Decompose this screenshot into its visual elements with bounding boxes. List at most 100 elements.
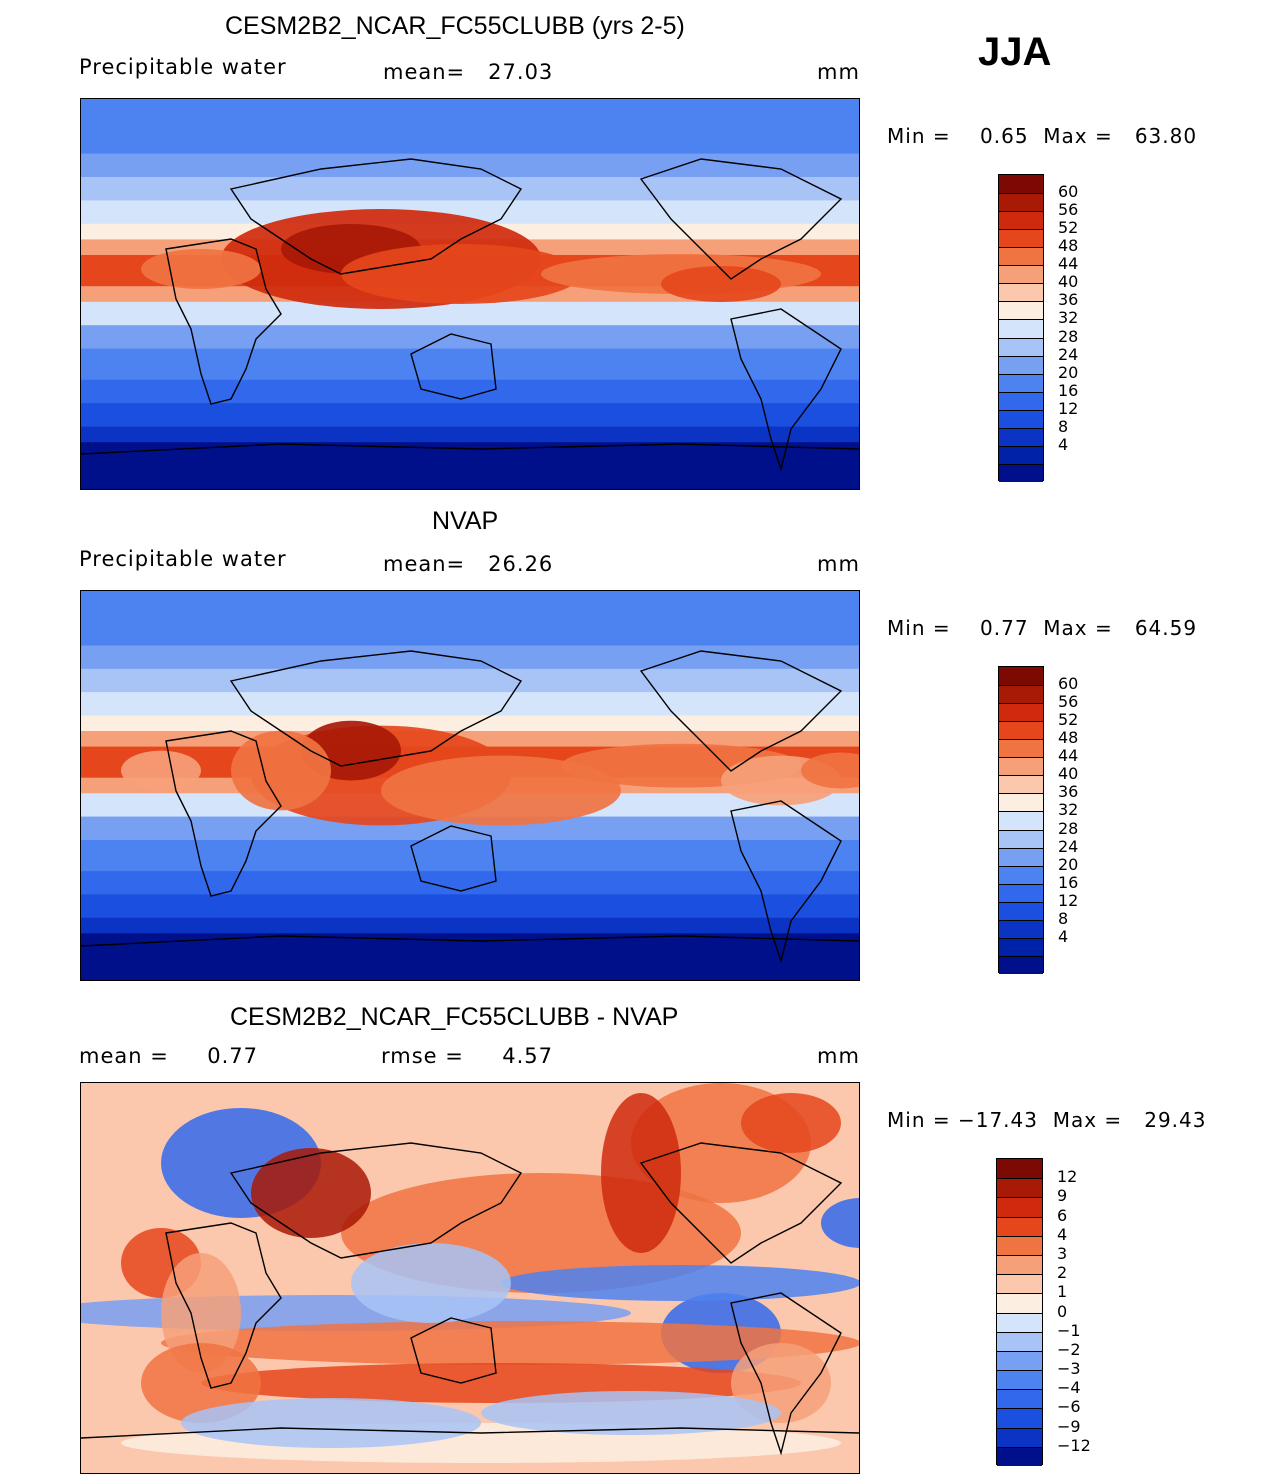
colorbar-swatch xyxy=(999,775,1043,794)
colorbar-tick-label: −3 xyxy=(1057,1359,1081,1379)
colorbar-tick-label: 56 xyxy=(1058,692,1079,712)
colorbar-swatch xyxy=(999,247,1043,266)
colorbar-swatch xyxy=(999,355,1043,374)
field-band xyxy=(81,715,859,733)
minmax-label: Min = 0.65 Max = 63.80 xyxy=(887,124,1198,148)
mean-label: mean= 26.26 xyxy=(383,552,554,576)
field-blob xyxy=(381,755,621,826)
contour-field xyxy=(81,99,859,489)
colorbar-tick-label: 4 xyxy=(1058,434,1069,454)
field-band xyxy=(81,668,859,694)
colorbar-swatch xyxy=(999,703,1043,722)
colorbar-tick-label: 48 xyxy=(1058,728,1079,748)
colorbar-swatch xyxy=(997,1274,1042,1294)
colorbar-tick-label: 16 xyxy=(1058,872,1079,892)
colorbar-swatch xyxy=(997,1178,1042,1198)
colorbar-tick-label: −2 xyxy=(1057,1339,1081,1359)
colorbar-swatch xyxy=(999,667,1043,686)
colorbar-tick-label: 4 xyxy=(1057,1224,1068,1244)
colorbar-swatch xyxy=(999,445,1043,464)
field-blob xyxy=(251,1148,371,1238)
field-band xyxy=(81,325,859,350)
coastlines xyxy=(81,1142,859,1456)
field-blob xyxy=(601,1093,681,1253)
colorbar-tick-label: −1 xyxy=(1057,1320,1081,1340)
field-band xyxy=(81,871,859,896)
colorbar-tick-label: 28 xyxy=(1058,818,1079,838)
colorbar-swatch xyxy=(999,955,1043,974)
colorbar-tick-label: 12 xyxy=(1058,890,1079,910)
colorbar-swatch xyxy=(997,1254,1042,1275)
colorbar-swatch xyxy=(999,193,1043,212)
units-label: mm xyxy=(817,60,860,84)
colorbar-tick-label: 24 xyxy=(1058,836,1079,856)
field-blob xyxy=(141,1343,261,1423)
colorbar-tick-label: 12 xyxy=(1058,398,1079,418)
coastlines xyxy=(81,158,859,472)
map-plot xyxy=(80,590,860,981)
colorbar-swatch xyxy=(999,211,1043,230)
colorbar-swatch xyxy=(999,391,1043,410)
colorbar-tick-label: 32 xyxy=(1058,800,1079,820)
colorbar-swatch xyxy=(997,1235,1042,1255)
mean-label: mean= 27.03 xyxy=(383,60,554,84)
colorbar-tick-label: 44 xyxy=(1058,746,1079,766)
colorbar-swatch xyxy=(997,1312,1042,1332)
colorbar-swatch xyxy=(999,229,1043,248)
minmax-label: Min = 0.77 Max = 64.59 xyxy=(887,616,1198,640)
colorbar-swatch xyxy=(999,301,1043,320)
field-band xyxy=(81,442,859,489)
field-band xyxy=(81,379,859,405)
colorbar-swatch xyxy=(999,427,1043,446)
colorbar-swatch xyxy=(999,409,1043,428)
colorbar-tick-label: 28 xyxy=(1058,326,1079,346)
contour-field xyxy=(81,591,859,980)
field-band xyxy=(81,692,859,717)
field-band xyxy=(81,591,859,647)
colorbar-swatch xyxy=(999,883,1043,902)
colorbar-swatch xyxy=(997,1331,1042,1351)
field-band xyxy=(81,426,859,444)
field-band xyxy=(81,153,859,178)
field-blob xyxy=(661,266,781,302)
colorbar-swatch xyxy=(999,373,1043,392)
colorbar-tick-label: −6 xyxy=(1057,1397,1081,1417)
colorbar xyxy=(998,174,1044,482)
units-label: mm xyxy=(817,552,860,576)
colorbar-tick-label: 52 xyxy=(1058,710,1079,730)
coastlines xyxy=(81,650,859,964)
colorbar-tick-label: 36 xyxy=(1058,290,1079,310)
colorbar-tick-label: −12 xyxy=(1057,1435,1091,1455)
colorbar-swatch xyxy=(997,1408,1042,1428)
colorbar-swatch xyxy=(999,847,1043,866)
field-band xyxy=(81,403,859,428)
colorbar-swatch xyxy=(997,1370,1042,1390)
field-band xyxy=(81,99,859,155)
field-blob xyxy=(231,730,331,811)
colorbar-tick-label: −4 xyxy=(1057,1378,1081,1398)
field-blob xyxy=(161,1253,241,1373)
colorbar-swatch xyxy=(999,685,1043,704)
field-blob xyxy=(141,249,261,289)
colorbar-tick-label: 0 xyxy=(1057,1301,1068,1321)
field-blob xyxy=(801,752,859,789)
map-plot xyxy=(80,98,860,490)
colorbar-tick-label: 1 xyxy=(1057,1282,1068,1302)
field-blob xyxy=(481,1391,781,1435)
colorbar-swatch xyxy=(999,793,1043,812)
colorbar-tick-label: 36 xyxy=(1058,782,1079,802)
colorbar-swatch xyxy=(997,1446,1042,1466)
colorbar-tick-label: 52 xyxy=(1058,218,1079,238)
colorbar-swatch xyxy=(999,463,1043,482)
colorbar-swatch xyxy=(999,721,1043,740)
colorbar-swatch xyxy=(999,901,1043,920)
colorbar-swatch xyxy=(997,1159,1042,1179)
colorbar-tick-label: −9 xyxy=(1057,1416,1081,1436)
map-plot xyxy=(80,1082,860,1474)
panel-title: NVAP xyxy=(432,507,499,535)
minmax-label: Min = −17.43 Max = 29.43 xyxy=(887,1108,1207,1132)
field-blob xyxy=(351,1243,511,1323)
field-band xyxy=(81,301,859,327)
colorbar-tick-label: 44 xyxy=(1058,254,1079,274)
field-blob xyxy=(741,1093,841,1153)
